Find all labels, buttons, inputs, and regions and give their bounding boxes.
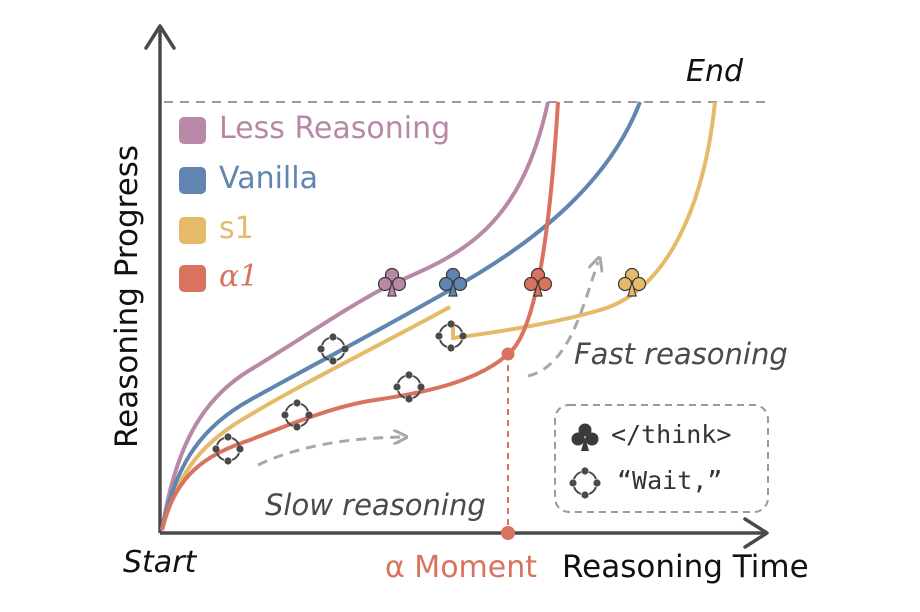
club-icon-alpha1 xyxy=(523,267,553,297)
key-box xyxy=(554,404,769,513)
cycle-icon xyxy=(568,466,602,500)
legend-swatch-less-reasoning xyxy=(179,117,206,144)
club-icon-s1 xyxy=(617,267,647,297)
legend-swatch-s1 xyxy=(179,217,206,244)
slow-reasoning-arrow xyxy=(257,437,402,467)
legend-label-s1: s1 xyxy=(219,211,254,246)
s1-curve-pre xyxy=(160,305,451,531)
legend-label-alpha1: α1 xyxy=(219,259,259,294)
alpha-moment-label: α Moment xyxy=(385,550,538,585)
alpha-moment-point xyxy=(501,347,515,361)
y-axis-arrowhead xyxy=(144,24,176,50)
less-reasoning-curve xyxy=(160,101,550,531)
x-axis-arrowhead xyxy=(743,517,769,549)
club-icon-less-reasoning xyxy=(377,267,407,297)
end-label: End xyxy=(686,54,744,89)
slow-reasoning-label: Slow reasoning xyxy=(265,488,486,522)
club-icon xyxy=(571,423,599,451)
key-wait-text: “Wait,” xyxy=(617,466,723,495)
fast-reasoning-label: Fast reasoning xyxy=(574,337,788,371)
legend-swatch-vanilla xyxy=(179,167,206,194)
legend-label-less-reasoning: Less Reasoning xyxy=(219,111,451,146)
legend-swatch-alpha1 xyxy=(179,265,206,292)
x-axis-label: Reasoning Time xyxy=(562,549,809,585)
alpha-moment-axis-point xyxy=(501,526,515,540)
vanilla-curve xyxy=(160,101,642,531)
y-axis-label: Reasoning Progress xyxy=(109,144,145,448)
axes xyxy=(144,24,769,549)
key-think-text: </think> xyxy=(611,420,732,449)
fast-reasoning-arrow xyxy=(527,262,598,378)
start-label: Start xyxy=(123,545,197,580)
s1-curve-post xyxy=(451,101,717,341)
legend-label-vanilla: Vanilla xyxy=(219,161,318,196)
